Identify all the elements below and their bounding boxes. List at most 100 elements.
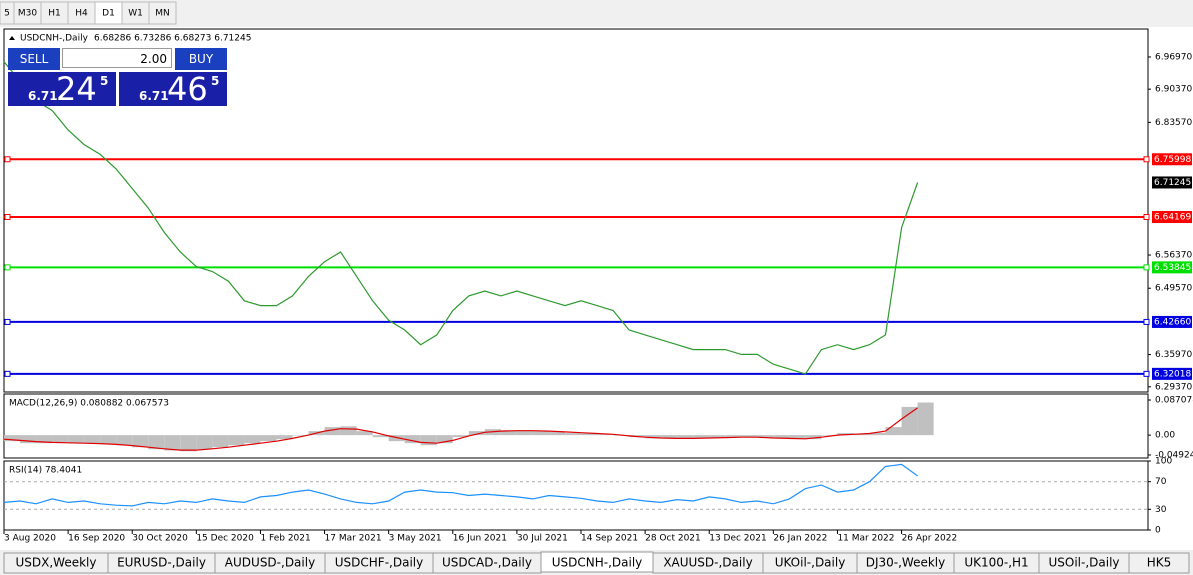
price-frame bbox=[3, 28, 1149, 393]
macd-bar bbox=[212, 435, 229, 448]
macd-frame bbox=[3, 393, 1149, 459]
sell-button[interactable]: SELL bbox=[8, 48, 60, 70]
macd-bar bbox=[36, 435, 53, 444]
last-price-box bbox=[1152, 176, 1192, 189]
symbol-tab[interactable] bbox=[1128, 552, 1190, 574]
y-tick-label: 6.56370 bbox=[1155, 251, 1192, 261]
x-tick-label: 26 Jan 2022 bbox=[773, 534, 827, 544]
level-label-box bbox=[1152, 315, 1192, 328]
buy-price[interactable]: 6.71 46 5 bbox=[119, 70, 227, 108]
macd-bar bbox=[84, 435, 101, 444]
sell-price[interactable]: 6.71 24 5 bbox=[8, 70, 116, 108]
macd-bar bbox=[452, 435, 469, 438]
timeframe-label: MN bbox=[155, 9, 170, 19]
level-handle bbox=[4, 370, 11, 377]
level-handle bbox=[1143, 264, 1150, 271]
level-handle bbox=[4, 156, 11, 163]
macd-bar bbox=[548, 431, 565, 436]
rsi-title: RSI(14) 78.4041 bbox=[9, 466, 82, 476]
symbol-tab-label: AUDUSD-,Daily bbox=[225, 556, 315, 570]
x-tick-label: 3 May 2021 bbox=[389, 534, 442, 544]
y-tick-label: 6.35970 bbox=[1155, 350, 1192, 360]
macd-bar bbox=[693, 435, 710, 439]
x-tick-label: 15 Dec 2020 bbox=[196, 534, 254, 544]
buy-price-frac: 5 bbox=[211, 74, 220, 88]
x-tick-label: 3 Aug 2020 bbox=[4, 534, 56, 544]
macd-bar bbox=[645, 435, 662, 439]
macd-bar bbox=[244, 435, 261, 444]
x-tick-label: 17 Mar 2021 bbox=[325, 534, 382, 544]
macd-bar bbox=[500, 430, 517, 436]
macd-bar bbox=[773, 435, 790, 439]
timeframe-label: 5 bbox=[4, 9, 10, 19]
macd-bar bbox=[901, 406, 918, 436]
x-tick-label: 30 Jul 2021 bbox=[517, 534, 568, 544]
macd-bar bbox=[340, 426, 357, 436]
rsi-frame bbox=[3, 460, 1149, 531]
macd-bar bbox=[164, 435, 181, 451]
y-tick-label: 6.49570 bbox=[1155, 284, 1192, 294]
y-tick-label: 6.96970 bbox=[1155, 52, 1192, 62]
ohlc-text: 6.68286 6.73286 6.68273 6.71245 bbox=[94, 34, 251, 44]
symbol-tab-label: HK5 bbox=[1147, 556, 1172, 570]
macd-bar bbox=[132, 435, 149, 448]
macd-bar bbox=[404, 435, 421, 444]
macd-bar bbox=[148, 435, 165, 450]
y-tick-label: 100 bbox=[1155, 457, 1172, 467]
macd-bar bbox=[100, 435, 117, 445]
timeframe-label: H1 bbox=[48, 9, 61, 19]
one-click-panel: SELL 2.00 BUY 6.71 24 5 6.71 46 5 bbox=[8, 48, 227, 108]
macd-bar bbox=[324, 427, 341, 436]
symbol-tab-label: USDCHF-,Daily bbox=[335, 556, 423, 570]
level-handle bbox=[4, 318, 11, 325]
macd-bar bbox=[116, 435, 133, 446]
level-label: 6.42660 bbox=[1154, 317, 1191, 327]
timeframe-bar bbox=[0, 0, 1193, 27]
level-label-box bbox=[1152, 261, 1192, 274]
macd-bar bbox=[532, 431, 549, 436]
symbol-tab-label: USDCAD-,Daily bbox=[442, 556, 532, 570]
macd-bar bbox=[52, 435, 69, 443]
macd-bar bbox=[709, 435, 726, 438]
timeframe-label: H4 bbox=[75, 9, 88, 19]
level-label: 6.53845 bbox=[1154, 263, 1191, 273]
symbol-tab-label: XAUUSD-,Daily bbox=[663, 556, 752, 570]
macd-bar bbox=[597, 434, 614, 436]
y-tick-label: 6.29370 bbox=[1155, 382, 1192, 392]
volume-input[interactable]: 2.00 bbox=[62, 48, 172, 68]
y-tick-label: 6.83570 bbox=[1155, 118, 1192, 128]
macd-bar bbox=[4, 435, 21, 442]
x-tick-label: 16 Jun 2021 bbox=[453, 534, 507, 544]
macd-bar bbox=[180, 435, 197, 452]
symbol-tab-label: UK100-,H1 bbox=[964, 556, 1028, 570]
price-line bbox=[3, 61, 919, 375]
collapse-icon bbox=[9, 36, 15, 40]
x-tick-label: 13 Dec 2021 bbox=[709, 534, 767, 544]
price-line bbox=[3, 463, 918, 507]
buy-button[interactable]: BUY bbox=[175, 48, 227, 70]
y-tick-label: 0 bbox=[1155, 526, 1161, 536]
level-label: 6.75998 bbox=[1154, 155, 1191, 165]
macd-bar bbox=[228, 435, 245, 446]
y-tick-label: 30 bbox=[1155, 505, 1167, 515]
x-tick-label: 30 Oct 2020 bbox=[132, 534, 188, 544]
macd-bar bbox=[356, 431, 373, 436]
symbol-tab-label: USDX,Weekly bbox=[16, 556, 97, 570]
timeframe-tab[interactable] bbox=[148, 1, 177, 25]
level-handle bbox=[4, 213, 11, 220]
y-tick-label: 0.087078 bbox=[1155, 396, 1193, 406]
y-tick-label: 6.90370 bbox=[1155, 85, 1192, 95]
macd-bar bbox=[196, 435, 213, 450]
level-handle bbox=[1143, 156, 1150, 163]
macd-bar bbox=[885, 427, 902, 436]
level-label-box bbox=[1152, 367, 1192, 380]
level-label: 6.64169 bbox=[1154, 212, 1191, 222]
macd-bar bbox=[741, 435, 758, 438]
macd-bar bbox=[789, 435, 806, 440]
macd-bar bbox=[757, 435, 774, 438]
macd-bar bbox=[420, 435, 437, 446]
x-tick-label: 14 Sep 2021 bbox=[581, 534, 638, 544]
symbol-tab-label: EURUSD-,Daily bbox=[117, 556, 206, 570]
